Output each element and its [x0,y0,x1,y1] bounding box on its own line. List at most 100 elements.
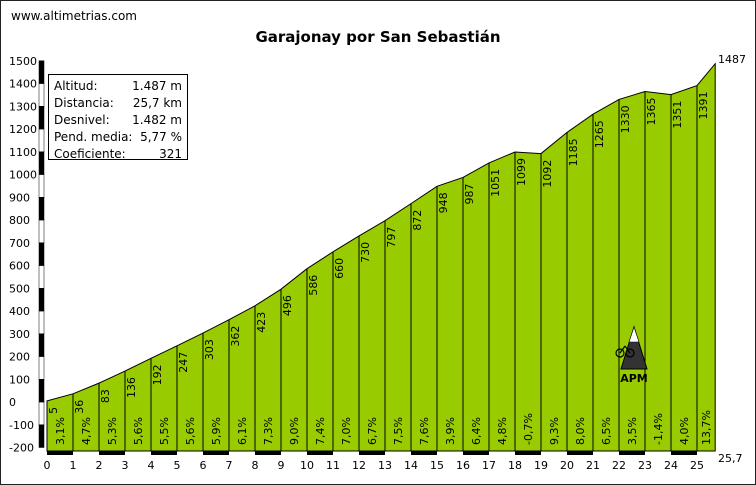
altitude-label: 1265 [593,120,606,148]
y-axis-bar [38,424,45,448]
x-tick-label: 13 [378,459,392,472]
altitude-label: 247 [177,352,190,373]
altitude-label: 1099 [515,158,528,186]
gradient-label: 8,0% [574,417,587,445]
y-tick-label: 800 [9,214,30,227]
summary-value: 1.482 m [132,113,182,127]
x-tick-label: 9 [278,459,285,472]
altitude-label: 1051 [489,169,502,197]
altitude-label: 362 [229,326,242,347]
x-tick-label: 6 [200,459,207,472]
summary-value: 1.487 m [132,79,182,93]
y-tick-label: 1100 [9,146,37,159]
y-tick-label: 400 [9,305,30,318]
x-tick-label: 8 [252,459,259,472]
route-summary-box: Altitud: 1.487 m Distancia: 25,7 km Desn… [48,74,188,163]
summary-row-coefficient: Coeficiente: 321 [54,146,182,163]
y-axis-bar [38,60,45,84]
grade-bar [567,451,593,455]
gradient-label: 4,8% [496,417,509,445]
gradient-label: 7,6% [418,417,431,445]
x-tick-label: 0 [44,459,51,472]
profile-area [46,62,716,452]
gradient-label: 5,6% [184,417,197,445]
gradient-label: 6,4% [470,417,483,445]
summary-row-altitude: Altitud: 1.487 m [54,78,182,95]
summary-label: Desnivel: [54,113,110,127]
altitude-label: 797 [385,227,398,248]
summary-row-elevation-gain: Desnivel: 1.482 m [54,112,182,129]
altitude-label: 948 [437,192,450,213]
y-axis-bar [38,265,45,289]
altitude-label: 660 [333,258,346,279]
altitude-label: 5 [47,407,60,414]
gradient-label: 7,4% [314,417,327,445]
grade-bar [515,451,541,455]
grade-bar [619,451,645,455]
x-tick-label: 5 [174,459,181,472]
bike-wheel-icon [625,348,635,358]
gradient-label: 3,1% [54,417,67,445]
y-tick-label: 1300 [9,100,37,113]
summary-label: Pend. media: [54,130,133,144]
y-axis-bar [38,151,45,175]
gradient-label: 13,7% [700,410,713,445]
x-tick-label: 23 [638,459,652,472]
chart-title: Garajonay por San Sebastián [255,28,501,46]
y-tick-label: 200 [9,351,30,364]
y-tick-label: 500 [9,282,30,295]
logo-text: APM [620,372,648,384]
altitude-label: 1330 [619,105,632,133]
y-axis-bar [38,83,45,107]
grade-bar [411,451,437,455]
gradient-label: 4,0% [678,417,691,445]
y-tick-label: -100 [9,419,34,432]
altitude-label: 586 [307,275,320,296]
x-tick-label: 10 [300,459,314,472]
x-tick-label: 3 [122,459,129,472]
apm-logo: APM [615,325,648,384]
altitude-label: 36 [73,400,86,414]
gradient-label: 5,3% [106,417,119,445]
altitude-label: 730 [359,242,372,263]
grade-bar [463,451,489,455]
y-tick-label: 1500 [9,55,37,68]
grade-bar [99,451,125,455]
gradient-label: 9,3% [548,417,561,445]
y-tick-label: 300 [9,328,30,341]
y-axis-bar [38,128,45,152]
altitude-label: 1092 [541,160,554,188]
summary-value: 321 [159,147,182,161]
summary-label: Coeficiente: [54,147,126,161]
summary-row-distance: Distancia: 25,7 km [54,95,182,112]
altitude-label: 303 [203,339,216,360]
gradient-label: 9,0% [288,417,301,445]
x-tick-label: 21 [586,459,600,472]
y-axis-bar [38,379,45,403]
summary-value: 5,77 % [140,130,182,144]
end-altitude-label: 1487 [718,53,746,66]
x-tick-label: 20 [560,459,574,472]
x-tick-label: 7 [226,459,233,472]
gradient-label: 5,9% [210,417,223,445]
y-tick-label: 1200 [9,123,37,136]
mountain-icon [620,325,648,370]
gradient-label: 5,5% [158,417,171,445]
summary-label: Distancia: [54,96,114,110]
x-tick-label: 11 [326,459,340,472]
gradient-label: -1,4% [652,413,665,445]
altitude-label: 83 [99,389,112,403]
x-tick-label: 18 [508,459,522,472]
gradient-label: 6,1% [236,417,249,445]
gradient-label: 3,9% [444,417,457,445]
altitude-label: 1391 [697,92,710,120]
site-url[interactable]: www.altimetrias.com [11,9,137,23]
snowcap-icon [628,326,640,343]
gradient-label: 3,5% [626,417,639,445]
y-axis-bar [38,401,45,425]
x-tick-label: 24 [664,459,678,472]
x-tick-label: 4 [148,459,155,472]
gradient-label: 7,0% [340,417,353,445]
y-tick-label: 1400 [9,78,37,91]
